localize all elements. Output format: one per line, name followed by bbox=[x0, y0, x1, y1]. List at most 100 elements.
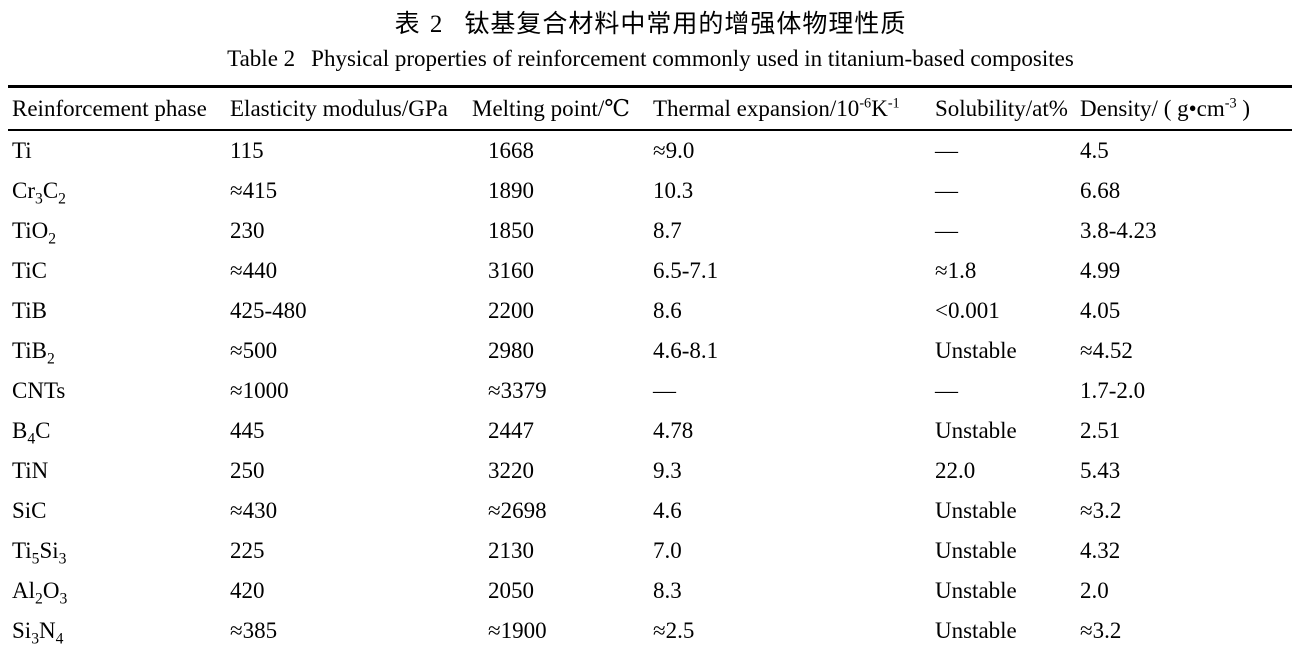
table-cell: 2980 bbox=[488, 338, 534, 363]
table-row: TiB 425-480 2200 8.6 <0.001 4.05 bbox=[8, 291, 1292, 331]
table-cell: 3220 bbox=[488, 458, 534, 483]
table-cell: 10.3 bbox=[653, 178, 694, 203]
table-cell: 22.0 bbox=[935, 458, 976, 483]
table-cell: 4.99 bbox=[1080, 258, 1121, 283]
table-cell: 420 bbox=[230, 578, 265, 603]
table-cell: 4.05 bbox=[1080, 298, 1121, 323]
table-caption-zh: 表 2 钛基复合材料中常用的增强体物理性质 bbox=[0, 0, 1301, 40]
table-cell: ≈440 bbox=[230, 258, 278, 283]
column-header: Elasticity modulus/GPa bbox=[230, 95, 448, 121]
cell-reinforcement-phase: Cr3C2 bbox=[12, 178, 66, 208]
cell-reinforcement-phase: SiC bbox=[12, 498, 47, 523]
table-cell: 3160 bbox=[488, 258, 534, 283]
table-cell: ≈3.2 bbox=[1080, 498, 1122, 523]
table-cell: 445 bbox=[230, 418, 265, 443]
cell-reinforcement-phase: Al2O3 bbox=[12, 578, 68, 608]
table-row: Si3N4 ≈385 ≈1900 ≈2.5 Unstable ≈3.2 bbox=[8, 611, 1292, 648]
table-cell: ≈430 bbox=[230, 498, 278, 523]
table-cell: 250 bbox=[230, 458, 265, 483]
table-row: Al2O3 420 2050 8.3 Unstable 2.0 bbox=[8, 571, 1292, 611]
table-cell: 8.6 bbox=[653, 298, 682, 323]
table-cell: Unstable bbox=[935, 338, 1017, 363]
table-row: TiN 250 3220 9.3 22.0 5.43 bbox=[8, 451, 1292, 491]
table-cell: Unstable bbox=[935, 418, 1017, 443]
table-cell: 115 bbox=[230, 138, 264, 163]
cell-reinforcement-phase: TiB bbox=[12, 298, 47, 323]
table-cell: ≈2.5 bbox=[653, 618, 695, 643]
table-cell: 1890 bbox=[488, 178, 534, 203]
table-cell: — bbox=[935, 378, 958, 403]
table-cell: 4.6-8.1 bbox=[653, 338, 719, 363]
table-row: Ti 115 1668 ≈9.0 — 4.5 bbox=[8, 130, 1292, 171]
table-header-row: Reinforcement phase Elasticity modulus/GP… bbox=[8, 87, 1292, 130]
table-cell: 4.6 bbox=[653, 498, 682, 523]
table-caption-zh-label: 表 2 bbox=[394, 11, 445, 38]
column-header: Thermal expansion/10-6K-1 bbox=[653, 94, 900, 121]
table-body: Ti 115 1668 ≈9.0 — 4.5 Cr3C2 ≈415 1890 10.3 — 6.68 T… bbox=[8, 130, 1292, 648]
table-cell: — bbox=[653, 378, 676, 403]
table-cell: ≈385 bbox=[230, 618, 278, 643]
cell-reinforcement-phase: B4C bbox=[12, 418, 51, 448]
table-cell: ≈1000 bbox=[230, 378, 289, 403]
table-cell: 6.68 bbox=[1080, 178, 1121, 203]
table-cell: 230 bbox=[230, 218, 265, 243]
table-cell: 2130 bbox=[488, 538, 534, 563]
cell-reinforcement-phase: TiB2 bbox=[12, 338, 55, 368]
table-cell: ≈500 bbox=[230, 338, 278, 363]
cell-reinforcement-phase: Ti bbox=[12, 138, 32, 163]
table-cell: 1850 bbox=[488, 218, 534, 243]
table-cell: ≈9.0 bbox=[653, 138, 695, 163]
table-cell: 4.78 bbox=[653, 418, 694, 443]
table-caption-en-label: Table 2 bbox=[227, 46, 296, 71]
table-cell: Unstable bbox=[935, 538, 1017, 563]
table-cell: 2050 bbox=[488, 578, 534, 603]
column-header: Melting point/℃ bbox=[472, 95, 630, 121]
table-cell: 4.5 bbox=[1080, 138, 1109, 163]
table-cell: 7.0 bbox=[653, 538, 682, 563]
table-caption-en-text: Physical properties of reinforcement com… bbox=[311, 46, 1074, 71]
cell-reinforcement-phase: Si3N4 bbox=[12, 618, 64, 648]
table-cell: Unstable bbox=[935, 498, 1017, 523]
table-cell: — bbox=[935, 218, 958, 243]
table-cell: 2.51 bbox=[1080, 418, 1121, 443]
table-cell: ≈1900 bbox=[488, 618, 547, 643]
column-header: Density/ ( g•cm-3 ) bbox=[1080, 94, 1251, 121]
table-row: SiC ≈430 ≈2698 4.6 Unstable ≈3.2 bbox=[8, 491, 1292, 531]
table-cell: 8.7 bbox=[653, 218, 682, 243]
table-caption-zh-text: 钛基复合材料中常用的增强体物理性质 bbox=[464, 11, 907, 38]
table-cell: — bbox=[935, 178, 958, 203]
table-cell: 2200 bbox=[488, 298, 534, 323]
table-cell: 1.7-2.0 bbox=[1080, 378, 1146, 403]
table-row: CNTs ≈1000 ≈3379 — — 1.7-2.0 bbox=[8, 371, 1292, 411]
column-header: Reinforcement phase bbox=[12, 95, 207, 121]
table-row: Cr3C2 ≈415 1890 10.3 — 6.68 bbox=[8, 171, 1292, 211]
table-cell: 4.32 bbox=[1080, 538, 1121, 563]
table-cell: Unstable bbox=[935, 578, 1017, 603]
cell-reinforcement-phase: TiO2 bbox=[12, 218, 57, 248]
table-cell: 5.43 bbox=[1080, 458, 1121, 483]
table-cell: 425-480 bbox=[230, 298, 307, 323]
table-cell: ≈1.8 bbox=[935, 258, 977, 283]
properties-table: Reinforcement phase Elasticity modulus/GP… bbox=[8, 85, 1292, 648]
table-cell: ≈3.2 bbox=[1080, 618, 1122, 643]
table-cell: ≈4.52 bbox=[1080, 338, 1133, 363]
table-cell: — bbox=[935, 138, 958, 163]
table-row: TiB2 ≈500 2980 4.6-8.1 Unstable ≈4.52 bbox=[8, 331, 1292, 371]
table-cell: ≈3379 bbox=[488, 378, 547, 403]
table-row: TiO2 230 1850 8.7 — 3.8-4.23 bbox=[8, 211, 1292, 251]
table-cell: 2447 bbox=[488, 418, 534, 443]
table-cell: <0.001 bbox=[935, 298, 1000, 323]
table-row: B4C 445 2447 4.78 Unstable 2.51 bbox=[8, 411, 1292, 451]
table-cell: 1668 bbox=[488, 138, 534, 163]
table-caption-en: Table 2 Physical properties of reinforcem… bbox=[0, 40, 1301, 73]
cell-reinforcement-phase: TiN bbox=[12, 458, 49, 483]
table-row: TiC ≈440 3160 6.5-7.1 ≈1.8 4.99 bbox=[8, 251, 1292, 291]
cell-reinforcement-phase: Ti5Si3 bbox=[12, 538, 67, 568]
cell-reinforcement-phase: TiC bbox=[12, 258, 47, 283]
table-cell: 3.8-4.23 bbox=[1080, 218, 1157, 243]
column-header: Solubility/at% bbox=[935, 95, 1068, 121]
cell-reinforcement-phase: CNTs bbox=[12, 378, 66, 403]
table-cell: ≈2698 bbox=[488, 498, 547, 523]
table-cell: 9.3 bbox=[653, 458, 682, 483]
